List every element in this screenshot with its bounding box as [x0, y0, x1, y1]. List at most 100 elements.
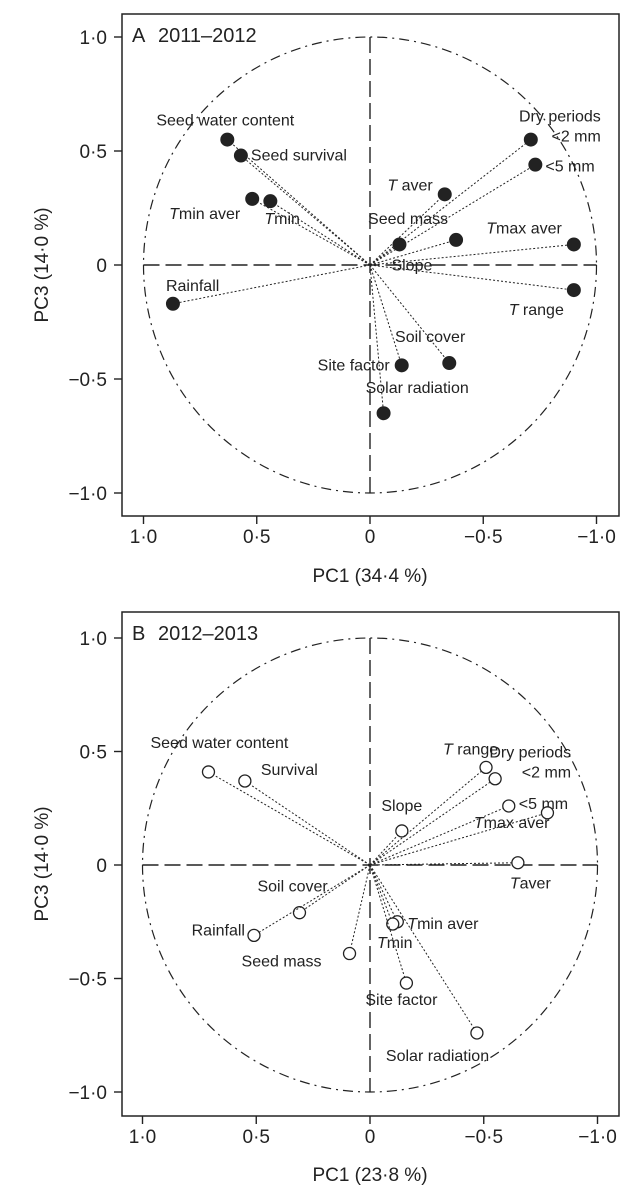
panel-b-xtick-label-3: −0·5	[464, 1127, 503, 1148]
panel-a-xtick-label-3: −0·5	[464, 527, 503, 548]
panel-a-ytick-label-3: −0·5	[68, 370, 107, 391]
panel-b-letter: B	[132, 623, 145, 645]
panel-a-xtick-label-4: −1·0	[577, 527, 616, 548]
panel-a-y-axis-title: PC3 (14·0 %)	[32, 207, 53, 322]
panel-b-label-dry-periods-2-mm: Dry periods <2 mm	[489, 745, 571, 782]
panel-b-label-rainfall: Rainfall	[192, 922, 245, 939]
panel-b-vector-seed-mass	[349, 864, 371, 954]
panel-a-point-t-aver	[437, 187, 452, 202]
panel-a-xtick-label-1: 0·5	[243, 527, 270, 548]
panel-b-ytick-label-4: −1·0	[68, 1083, 107, 1104]
panel-b-point-survival	[238, 774, 252, 788]
panel-b-point-tmin	[386, 917, 400, 931]
panel-b-vector-solar-radiation	[369, 864, 478, 1034]
panel-a-point-site-factor	[394, 358, 409, 373]
panel-a-label-t-range: T range	[509, 302, 564, 319]
panel-b-label-survival: Survival	[261, 762, 318, 779]
panel-b-label-slope: Slope	[381, 798, 422, 815]
panel-a-point-5-mm	[528, 157, 543, 172]
panel-a-label-tmin: Tmin	[264, 211, 300, 228]
panel-a-label-tmin-aver: Tmin aver	[169, 206, 241, 223]
panel-a-ytick-label-2: 0	[96, 256, 107, 277]
panel-b-label-tmax-aver: Tmax aver	[474, 815, 550, 832]
panel-b-label-solar-radiation: Solar radiation	[386, 1048, 489, 1065]
panel-b-title: 2012–2013	[158, 623, 258, 645]
panel-a-ytick-label-1: 0·5	[80, 142, 107, 163]
panel-b-point-seed-mass	[342, 946, 357, 961]
panel-b-vector-site-factor	[369, 864, 407, 984]
panel-b-point-5-mm	[502, 799, 516, 813]
panel-b-point-dry-periods-2-mm	[488, 772, 502, 786]
panel-b-point-taver	[511, 856, 525, 870]
panel-b-point-tmax-aver	[540, 806, 555, 820]
panel-a-label-seed-water-content: Seed water content	[156, 113, 294, 130]
panel-a-label-5-mm: <5 mm	[545, 159, 594, 176]
panel-a-label-tmax-aver: Tmax aver	[486, 220, 562, 237]
panel-a-point-rainfall	[165, 296, 180, 311]
panel-a-vector-rainfall	[172, 264, 371, 305]
panel-b-label-tmin-aver: Tmin aver	[407, 916, 479, 933]
panel-b-label-t-range: T range	[443, 741, 498, 758]
panel-b-xtick-label-4: −1·0	[578, 1127, 617, 1148]
panel-a-ytick-label-4: −1·0	[68, 484, 107, 505]
panel-b-label-tmin: Tmin	[377, 935, 413, 952]
panel-a-point-slope	[392, 237, 407, 252]
panel-b-y-axis-title: PC3 (14·0 %)	[32, 806, 53, 921]
panel-b-vector-seed-water-content	[208, 771, 371, 866]
panel-b-vector-5-mm	[369, 805, 509, 866]
panel-b-vector-dry-periods-2-mm	[369, 778, 496, 866]
panel-b: 1·0 0·5 0 −0·5 −1·0 1·0 0·5 0 −0·5 −1·0 PC1 (23·8 …	[32, 611, 620, 1186]
panel-a-point-seed-mass	[449, 232, 464, 247]
panel-b-ytick-label-2: 0	[96, 856, 107, 877]
panel-b-point-seed-water-content	[201, 765, 216, 779]
panel-b-ytick-label-0: 1·0	[80, 629, 107, 650]
panel-b-point-solar-radiation	[470, 1026, 484, 1040]
panel-b-vector-rainfall	[253, 864, 371, 936]
panel-a-label-soil-cover: Soil cover	[395, 329, 466, 346]
panel-a-label-site-factor: Site factor	[318, 357, 391, 374]
panel-a-label-seed-mass: Seed mass	[368, 211, 448, 228]
panel-a-point-tmin	[263, 194, 278, 209]
panel-b-xtick-label-0: 1·0	[129, 1127, 156, 1148]
panel-a-xtick-label-2: 0	[365, 527, 376, 548]
panel-b-vector-t-range	[369, 767, 487, 866]
panel-a-letter: A	[132, 25, 146, 47]
panel-a-vector-site-factor	[369, 264, 403, 366]
panel-b-xtick-label-1: 0·5	[243, 1127, 270, 1148]
panel-b-point-rainfall	[247, 928, 261, 943]
panel-b-point-soil-cover	[292, 906, 307, 920]
panel-b-point-slope	[395, 824, 409, 838]
panel-b-vector-tmin	[369, 864, 394, 925]
panel-b-label-5-mm: <5 mm	[519, 796, 568, 813]
panel-b-ytick-label-1: 0·5	[80, 743, 107, 764]
panel-a-point-t-range	[566, 283, 581, 298]
panel-a-ytick-label-0: 1·0	[80, 28, 107, 49]
panel-b-label-taver: Taver	[510, 876, 552, 893]
panel-a-title: 2011–2012	[158, 25, 257, 47]
panel-a: 1·0 0·5 0 −0·5 −1·0 1·0 0·5 0 −0·5 −1·0 PC1 (34·4 …	[32, 13, 620, 587]
panel-a-point-tmin-aver	[245, 191, 260, 206]
panel-a-xtick-label-0: 1·0	[130, 527, 157, 548]
panel-a-vector-seed-mass	[369, 239, 457, 266]
panel-b-point-site-factor	[399, 976, 414, 990]
panel-a-vector-t-aver	[369, 193, 446, 266]
panel-a-vector-seed-survival	[240, 155, 371, 266]
panel-a-x-axis-title: PC1 (34·4 %)	[312, 566, 427, 587]
panel-b-vector-taver	[369, 862, 518, 866]
panel-a-point-solar-radiation	[376, 406, 391, 421]
panel-a-label-solar-radiation: Solar radiation	[366, 380, 469, 397]
panel-a-label-slope: Slope	[391, 257, 432, 274]
panel-b-x-axis-title: PC1 (23·8 %)	[312, 1165, 427, 1186]
panel-a-vector-tmin-aver	[251, 198, 371, 266]
panel-a-point-seed-survival	[233, 148, 248, 163]
panel-b-vector-tmin-aver	[369, 864, 398, 922]
panel-b-vector-tmax-aver	[369, 812, 548, 866]
panel-a-point-tmax-aver	[566, 237, 581, 252]
panel-b-label-seed-mass: Seed mass	[242, 954, 322, 971]
panel-b-ytick-label-3: −0·5	[68, 970, 107, 991]
panel-b-xtick-label-2: 0	[365, 1127, 376, 1148]
panel-a-vector-solar-radiation	[369, 264, 385, 414]
panel-b-label-site-factor: Site factor	[365, 992, 438, 1009]
panel-b-vector-survival	[244, 780, 371, 866]
